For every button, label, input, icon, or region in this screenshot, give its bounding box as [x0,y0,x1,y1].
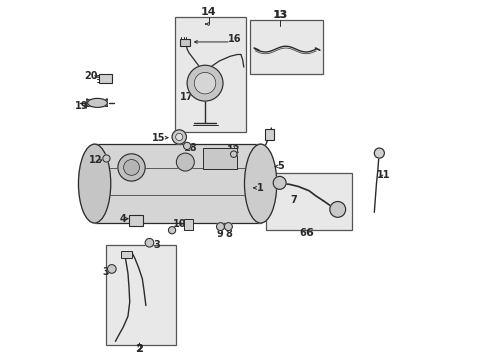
Bar [180,40,190,46]
Text: 3: 3 [102,267,108,277]
Bar [265,129,274,140]
Text: 3: 3 [153,239,160,249]
Text: 1: 1 [256,183,263,193]
Circle shape [107,265,116,273]
Circle shape [224,223,232,230]
Text: 17: 17 [180,92,193,102]
Text: 13: 13 [273,10,286,20]
Circle shape [102,155,110,162]
Ellipse shape [78,144,110,223]
Circle shape [145,238,153,247]
Text: 2: 2 [135,343,143,354]
Ellipse shape [244,144,276,223]
Text: 15: 15 [152,133,165,143]
Text: 9: 9 [216,229,223,239]
Circle shape [194,72,215,94]
Text: 12: 12 [89,155,102,165]
Circle shape [230,151,237,157]
Text: 14: 14 [201,7,216,17]
Circle shape [187,65,223,101]
Bar [203,148,237,169]
Circle shape [176,153,194,171]
Text: 13: 13 [272,10,287,20]
Text: 10: 10 [172,219,185,229]
Bar [129,215,143,226]
Bar [183,220,192,230]
FancyBboxPatch shape [93,144,260,223]
Text: 4: 4 [120,214,126,224]
Text: 19: 19 [75,102,88,112]
Circle shape [273,176,285,189]
Circle shape [373,148,384,158]
Text: 11: 11 [376,170,389,180]
Ellipse shape [87,98,107,107]
Bar [106,244,176,345]
Circle shape [118,154,145,181]
Circle shape [168,226,175,234]
Text: 6: 6 [299,228,305,238]
Text: 6: 6 [305,228,312,238]
Text: 20: 20 [84,71,98,81]
Bar [99,74,112,83]
Text: 16: 16 [227,35,241,44]
Text: 2: 2 [136,343,142,354]
Text: 8: 8 [224,229,231,239]
Circle shape [175,134,183,140]
Bar [121,251,132,258]
Bar [249,21,323,74]
Circle shape [216,223,224,230]
Bar [265,173,351,230]
Text: 7: 7 [289,195,296,205]
Bar [174,17,246,132]
Circle shape [329,202,345,217]
Circle shape [183,142,190,149]
Text: 12: 12 [226,144,240,154]
Circle shape [172,130,186,144]
Circle shape [123,159,139,175]
Text: 5: 5 [276,161,283,171]
Text: 18: 18 [183,143,197,153]
